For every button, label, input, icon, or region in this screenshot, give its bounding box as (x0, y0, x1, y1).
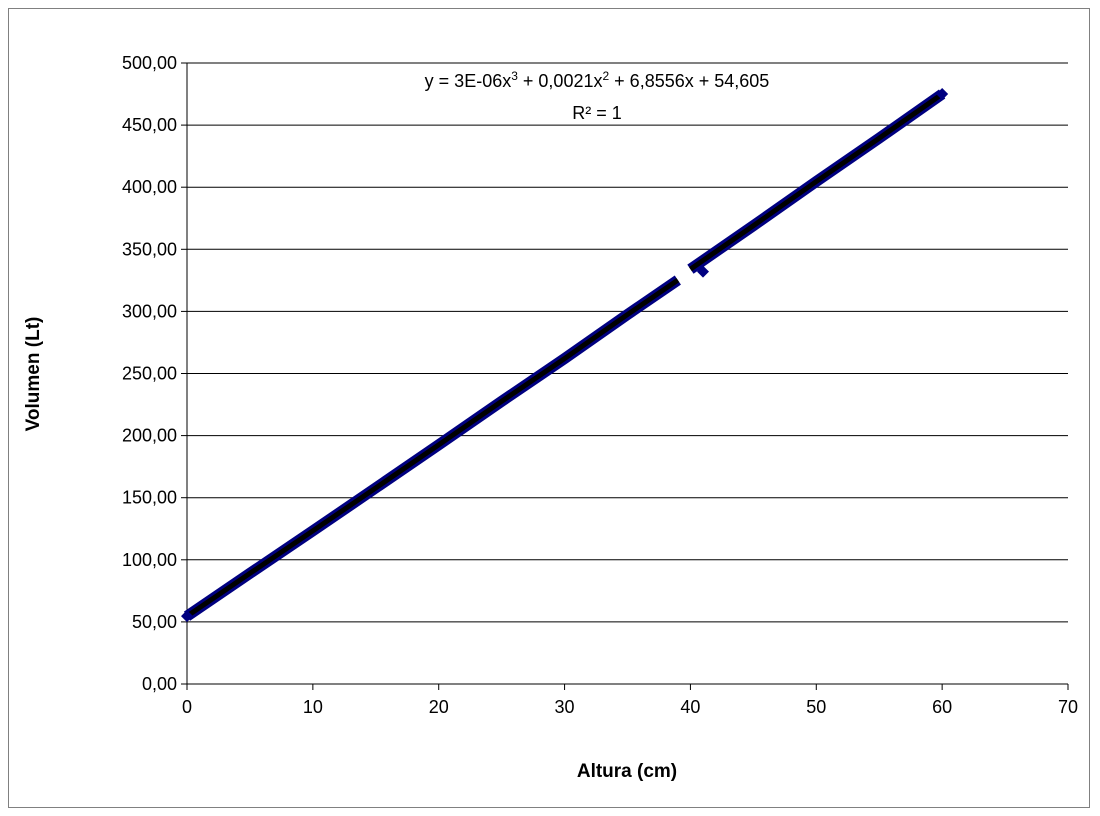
x-tick-label: 10 (303, 697, 323, 717)
x-tick-label: 60 (932, 697, 952, 717)
y-tick-label: 500,00 (122, 53, 177, 73)
r-squared-label: R² = 1 (572, 103, 622, 123)
x-tick-label: 50 (806, 697, 826, 717)
y-axis-title: Volumen (Lt) (23, 317, 44, 432)
x-axis-title: Altura (cm) (577, 761, 677, 782)
gridlines (181, 62, 1069, 690)
y-tick-label: 450,00 (122, 115, 177, 135)
series-data (181, 88, 949, 623)
trendline (185, 278, 680, 619)
data-point-marker (936, 88, 949, 101)
x-tick-label: 70 (1058, 697, 1078, 717)
trendline-equation: y = 3E-06x3 + 0,0021x2 + 6,8556x + 54,60… (425, 69, 770, 91)
x-tick-label: 20 (429, 697, 449, 717)
chart-frame (8, 8, 1090, 808)
y-tick-label: 250,00 (122, 364, 177, 384)
x-tick-label: 40 (680, 697, 700, 717)
y-tick-labels: 0,00 50,00 100,00 150,00 200,00 250,00 300,00 3… (122, 53, 177, 694)
y-tick-label: 200,00 (122, 426, 177, 446)
x-tick-labels: 0 10 20 30 40 50 60 70 (182, 697, 1078, 717)
y-tick-label: 300,00 (122, 301, 177, 321)
y-tick-label: 0,00 (142, 674, 177, 694)
y-tick-label: 350,00 (122, 239, 177, 259)
x-tick-label: 0 (182, 697, 192, 717)
y-tick-label: 150,00 (122, 488, 177, 508)
y-tick-label: 100,00 (122, 550, 177, 570)
trendline (689, 92, 944, 272)
data-point-marker (181, 610, 193, 623)
y-tick-label: 400,00 (122, 177, 177, 197)
data-point-marker (697, 265, 710, 278)
x-tick-label: 30 (555, 697, 575, 717)
y-tick-label: 50,00 (132, 612, 177, 632)
axes (186, 63, 1068, 685)
